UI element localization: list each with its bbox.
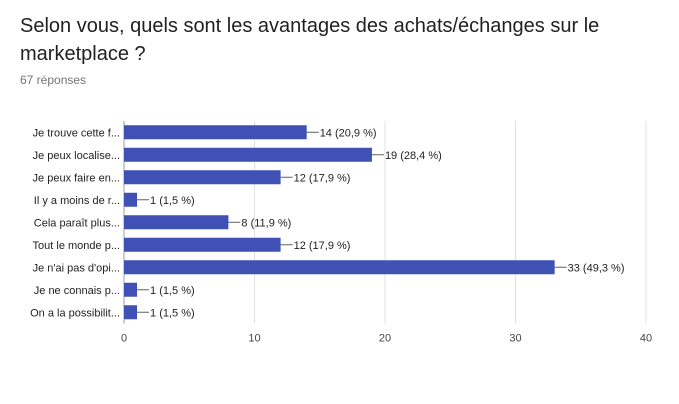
question-title: Selon vous, quels sont les avantages des…	[20, 15, 600, 65]
category-label: Je peux faire en...	[33, 172, 120, 184]
bar	[124, 305, 138, 320]
x-tick-label: 0	[121, 333, 127, 345]
data-label: 19 (28,4 %)	[385, 150, 442, 162]
data-label: 12 (17,9 %)	[294, 172, 351, 184]
category-label: Je ne connais p...	[34, 285, 120, 297]
bar	[124, 282, 138, 297]
data-label: 8 (11,9 %)	[241, 217, 291, 229]
x-tick-label: 20	[379, 333, 391, 345]
x-tick-label: 10	[248, 333, 260, 345]
category-label: Tout le monde p...	[33, 240, 120, 252]
bar	[124, 260, 555, 275]
bar	[124, 170, 281, 185]
data-label: 33 (49,3 %)	[568, 262, 625, 274]
category-label: Je trouve cette f...	[33, 127, 120, 139]
category-label: Il y a moins de r...	[34, 195, 120, 207]
category-label: On a la possibilit...	[30, 307, 120, 319]
response-count: 67 réponses	[20, 73, 87, 87]
category-label: Je peux localise...	[33, 150, 120, 162]
category-label: Je n'ai pas d'opi...	[33, 262, 120, 274]
category-label: Cela paraît plus...	[34, 217, 120, 229]
bar	[124, 192, 138, 207]
bar	[124, 125, 307, 140]
data-label: 1 (1,5 %)	[150, 195, 195, 207]
data-label: 1 (1,5 %)	[150, 285, 195, 297]
data-label: 12 (17,9 %)	[294, 240, 351, 252]
data-label: 1 (1,5 %)	[150, 307, 195, 319]
x-tick-label: 30	[509, 333, 521, 345]
data-label: 14 (20,9 %)	[320, 127, 377, 139]
bar	[124, 215, 229, 230]
bar	[124, 237, 281, 252]
x-tick-label: 40	[640, 333, 652, 345]
bar	[124, 147, 372, 162]
